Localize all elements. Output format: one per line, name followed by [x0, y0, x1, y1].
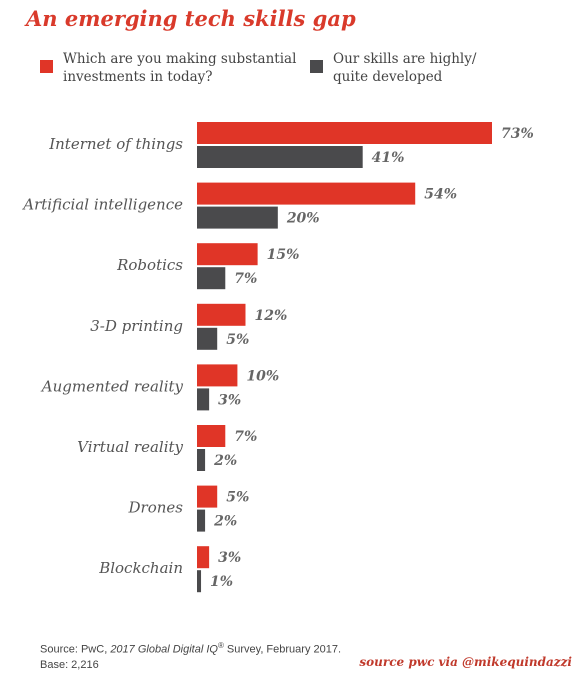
source-base: Base: 2,216: [40, 658, 99, 671]
credit-text: source pwc via @mikequindazzi: [359, 655, 572, 669]
category-label-artificial-intelligence: Artificial intelligence: [21, 196, 183, 214]
source-registered-mark: ®: [217, 641, 224, 650]
value-label-robotics-series-1: 15%: [267, 247, 300, 263]
legend-label-investments-line2: investments in today?: [63, 69, 213, 85]
category-label-virtual-reality: Virtual reality: [77, 438, 183, 456]
value-label-augmented-reality-series-2: 3%: [218, 392, 241, 408]
legend-label-skills-line2: quite developed: [333, 69, 443, 85]
legend-item-skills: Our skills are highly/ quite developed: [310, 50, 476, 86]
legend-label-skills-line1: Our skills are highly/: [333, 51, 477, 67]
bar-augmented-reality-series-1: [197, 364, 238, 387]
bar-artificial-intelligence-series-2: [197, 206, 278, 229]
source-note: Source: PwC, 2017 Global Digital IQ® Sur…: [40, 638, 341, 673]
source-suffix: Survey, February 2017.: [223, 643, 342, 656]
legend-label-investments: Which are you making substantial investm…: [63, 50, 296, 86]
value-label-artificial-intelligence-series-2: 20%: [286, 211, 320, 227]
legend-item-investments: Which are you making substantial investm…: [40, 50, 296, 86]
bar-augmented-reality-series-2: [197, 388, 210, 411]
bar-3-d-printing-series-1: [197, 303, 246, 326]
bar-drones-series-2: [197, 509, 206, 532]
category-label-blockchain: Blockchain: [98, 559, 183, 577]
bar-drones-series-1: [197, 485, 218, 508]
bar-blockchain-series-2: [197, 570, 202, 593]
value-label-drones-series-2: 2%: [213, 514, 237, 530]
category-label-robotics: Robotics: [116, 256, 183, 274]
value-label-internet-of-things-series-2: 41%: [372, 150, 405, 166]
value-label-robotics-series-2: 7%: [234, 271, 257, 287]
value-label-3-d-printing-series-1: 12%: [254, 308, 287, 324]
bar-internet-of-things-series-2: [197, 146, 363, 168]
category-label-internet-of-things: Internet of things: [48, 135, 183, 153]
legend-label-skills: Our skills are highly/ quite developed: [333, 50, 476, 86]
legend-swatch-investments: [40, 60, 53, 73]
value-label-virtual-reality-series-1: 7%: [234, 429, 257, 445]
bar-chart: Internet of things 73% 41% Artificial intel…: [21, 122, 534, 593]
legend-swatch-skills: [310, 60, 323, 73]
value-label-blockchain-series-1: 3%: [218, 550, 241, 566]
category-label-3-d-printing: 3-D printing: [90, 317, 183, 335]
value-label-3-d-printing-series-2: 5%: [226, 332, 249, 348]
value-label-drones-series-1: 5%: [226, 490, 249, 506]
bar-blockchain-series-1: [197, 546, 210, 569]
legend-label-investments-line1: Which are you making substantial: [63, 51, 297, 67]
category-label-augmented-reality: Augmented reality: [40, 377, 184, 395]
value-label-artificial-intelligence-series-1: 54%: [424, 187, 457, 203]
value-label-virtual-reality-series-2: 2%: [213, 453, 237, 469]
category-label-drones: Drones: [128, 499, 184, 517]
chart-title: An emerging tech skills gap: [26, 6, 356, 31]
source-survey-name: 2017 Global Digital IQ: [110, 643, 218, 656]
bar-robotics-series-1: [197, 243, 258, 266]
value-label-blockchain-series-2: 1%: [210, 574, 233, 590]
bar-robotics-series-2: [197, 267, 226, 290]
value-label-augmented-reality-series-1: 10%: [246, 368, 279, 384]
bar-virtual-reality-series-1: [197, 425, 226, 447]
bar-virtual-reality-series-2: [197, 449, 206, 471]
bar-artificial-intelligence-series-1: [197, 182, 416, 205]
bar-internet-of-things-series-1: [197, 122, 492, 144]
source-prefix: Source: PwC,: [40, 643, 111, 656]
value-label-internet-of-things-series-1: 73%: [501, 126, 534, 142]
bar-3-d-printing-series-2: [197, 327, 218, 350]
